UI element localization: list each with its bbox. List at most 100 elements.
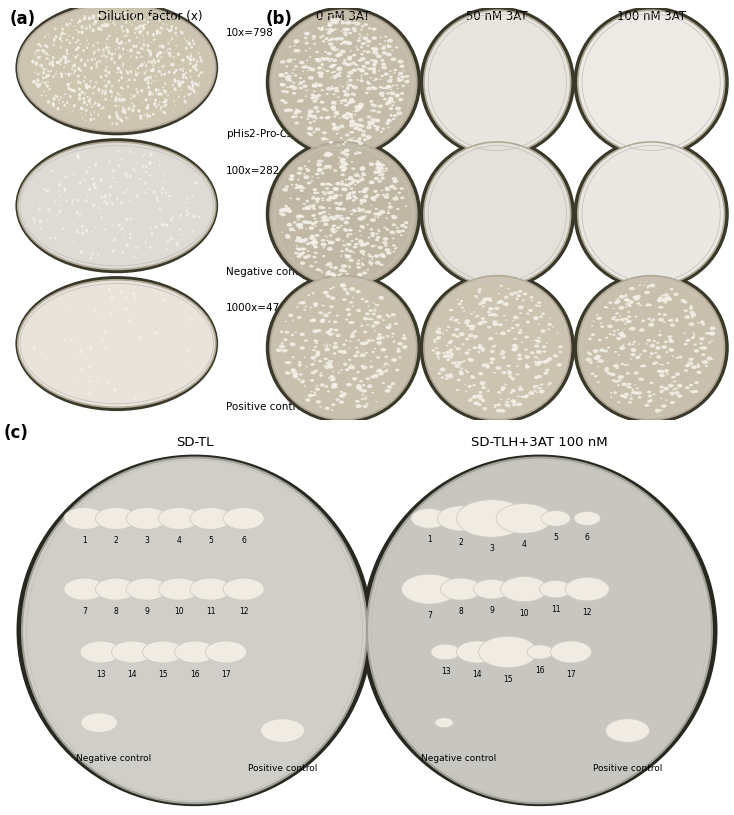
Ellipse shape [43, 188, 46, 191]
Ellipse shape [150, 98, 151, 99]
Ellipse shape [363, 405, 368, 408]
Ellipse shape [606, 306, 608, 309]
Ellipse shape [161, 45, 163, 48]
Ellipse shape [324, 153, 330, 157]
Ellipse shape [382, 127, 385, 130]
Ellipse shape [354, 21, 356, 24]
Ellipse shape [373, 80, 375, 82]
Ellipse shape [81, 25, 84, 29]
Ellipse shape [127, 86, 129, 88]
Ellipse shape [331, 106, 336, 110]
Ellipse shape [701, 361, 703, 363]
Ellipse shape [83, 18, 85, 20]
Ellipse shape [611, 379, 616, 381]
Ellipse shape [420, 139, 575, 289]
Ellipse shape [189, 59, 192, 62]
Ellipse shape [72, 240, 73, 243]
Ellipse shape [188, 57, 190, 59]
Ellipse shape [345, 179, 347, 180]
Ellipse shape [424, 11, 570, 154]
Ellipse shape [340, 255, 342, 257]
Ellipse shape [540, 384, 543, 385]
Ellipse shape [316, 268, 320, 271]
Ellipse shape [296, 245, 298, 247]
Ellipse shape [603, 306, 607, 308]
Ellipse shape [617, 329, 619, 331]
Ellipse shape [333, 93, 335, 95]
Ellipse shape [297, 378, 301, 381]
Ellipse shape [292, 116, 296, 118]
Ellipse shape [370, 205, 372, 206]
Ellipse shape [705, 364, 708, 367]
Ellipse shape [451, 358, 453, 359]
Ellipse shape [459, 371, 463, 373]
Ellipse shape [437, 353, 439, 355]
Ellipse shape [199, 73, 200, 75]
Ellipse shape [559, 351, 562, 354]
Ellipse shape [48, 58, 50, 59]
Ellipse shape [436, 355, 440, 358]
Ellipse shape [93, 182, 95, 185]
Ellipse shape [366, 67, 368, 68]
Ellipse shape [337, 274, 341, 276]
Text: 2: 2 [114, 536, 118, 545]
Ellipse shape [534, 361, 537, 363]
Ellipse shape [482, 407, 487, 411]
Ellipse shape [39, 219, 42, 223]
Ellipse shape [511, 377, 515, 381]
Ellipse shape [360, 79, 364, 82]
Ellipse shape [121, 251, 124, 254]
Text: 13: 13 [95, 670, 106, 679]
Ellipse shape [172, 109, 174, 111]
Ellipse shape [61, 31, 64, 34]
Ellipse shape [365, 61, 370, 64]
Ellipse shape [326, 87, 332, 90]
Ellipse shape [87, 195, 89, 197]
Ellipse shape [149, 245, 152, 249]
Ellipse shape [390, 57, 396, 61]
Ellipse shape [322, 247, 325, 249]
Ellipse shape [381, 63, 386, 66]
Ellipse shape [658, 363, 661, 365]
Ellipse shape [332, 218, 336, 220]
Ellipse shape [295, 332, 297, 333]
Ellipse shape [369, 183, 372, 184]
Ellipse shape [338, 204, 341, 205]
Ellipse shape [516, 373, 519, 376]
Ellipse shape [179, 214, 182, 217]
Ellipse shape [376, 256, 378, 258]
Ellipse shape [349, 33, 352, 34]
Ellipse shape [84, 93, 86, 95]
Ellipse shape [134, 255, 136, 258]
Ellipse shape [398, 59, 404, 64]
Ellipse shape [161, 45, 164, 49]
Ellipse shape [311, 197, 315, 200]
Ellipse shape [688, 358, 694, 361]
Ellipse shape [107, 71, 111, 75]
Ellipse shape [309, 121, 312, 124]
Ellipse shape [361, 134, 366, 137]
Ellipse shape [373, 213, 378, 215]
Ellipse shape [313, 188, 317, 191]
Ellipse shape [327, 52, 332, 55]
Ellipse shape [321, 40, 326, 42]
Ellipse shape [675, 387, 678, 390]
Text: 4: 4 [177, 536, 181, 545]
Ellipse shape [110, 312, 112, 315]
Ellipse shape [173, 79, 176, 82]
Ellipse shape [308, 394, 313, 398]
Ellipse shape [628, 386, 632, 389]
Ellipse shape [684, 301, 686, 302]
Ellipse shape [389, 91, 395, 95]
Ellipse shape [368, 180, 374, 184]
Ellipse shape [358, 37, 361, 39]
Ellipse shape [352, 86, 355, 88]
Ellipse shape [622, 395, 628, 399]
Circle shape [223, 508, 264, 530]
Ellipse shape [17, 455, 372, 806]
Ellipse shape [312, 236, 315, 238]
Ellipse shape [115, 99, 117, 103]
Ellipse shape [117, 150, 119, 152]
Ellipse shape [327, 360, 330, 361]
Ellipse shape [372, 51, 378, 55]
